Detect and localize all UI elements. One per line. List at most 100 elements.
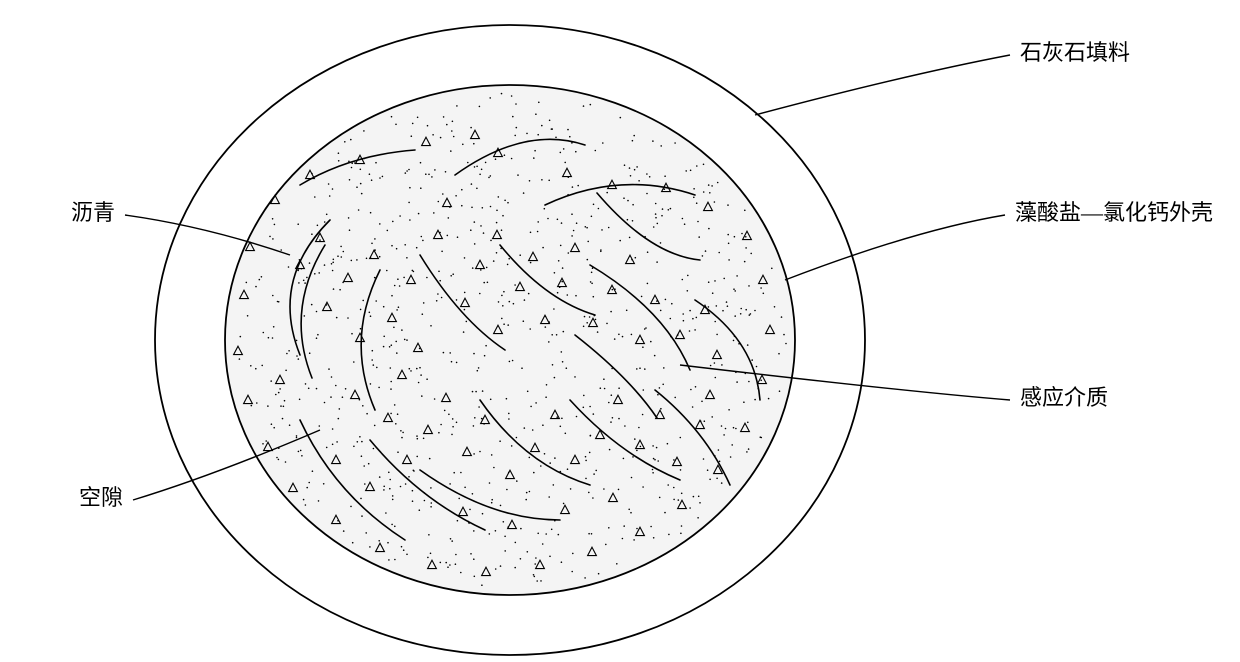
stipple-dot bbox=[740, 313, 742, 315]
stipple-dot bbox=[383, 336, 385, 338]
stipple-dot bbox=[572, 553, 574, 555]
stipple-dot bbox=[452, 418, 454, 420]
stipple-dot bbox=[553, 308, 555, 310]
stipple-dot bbox=[274, 224, 276, 226]
stipple-dot bbox=[535, 402, 537, 404]
stipple-dot bbox=[591, 283, 593, 285]
stipple-dot bbox=[318, 272, 320, 274]
stipple-dot bbox=[598, 573, 600, 575]
stipple-dot bbox=[416, 456, 418, 458]
stipple-dot bbox=[417, 117, 419, 119]
stipple-dot bbox=[474, 417, 476, 419]
stipple-dot bbox=[654, 459, 656, 461]
stipple-dot bbox=[426, 277, 428, 279]
stipple-dot bbox=[586, 227, 588, 229]
stipple-dot bbox=[484, 355, 486, 357]
stipple-dot bbox=[712, 292, 714, 294]
stipple-dot bbox=[395, 124, 397, 126]
stipple-dot bbox=[655, 203, 657, 205]
stipple-dot bbox=[564, 162, 566, 164]
stipple-dot bbox=[622, 336, 624, 338]
stipple-dot bbox=[586, 322, 588, 324]
stipple-dot bbox=[447, 566, 449, 568]
stipple-dot bbox=[453, 136, 455, 138]
stipple-dot bbox=[401, 437, 403, 439]
stipple-dot bbox=[298, 451, 300, 453]
stipple-dot bbox=[481, 169, 483, 171]
stipple-dot bbox=[483, 232, 485, 234]
stipple-dot bbox=[716, 305, 718, 307]
stipple-dot bbox=[638, 427, 640, 429]
stipple-dot bbox=[600, 387, 602, 389]
stipple-dot bbox=[382, 176, 384, 178]
stipple-dot bbox=[771, 268, 773, 270]
stipple-dot bbox=[653, 458, 655, 460]
stipple-dot bbox=[714, 280, 716, 282]
stipple-dot bbox=[680, 469, 682, 471]
stipple-dot bbox=[668, 534, 670, 536]
stipple-dot bbox=[396, 352, 398, 354]
stipple-dot bbox=[585, 456, 587, 458]
stipple-dot bbox=[326, 214, 328, 216]
stipple-dot bbox=[653, 537, 655, 539]
stipple-dot bbox=[554, 457, 556, 459]
stipple-dot bbox=[546, 384, 548, 386]
stipple-dot bbox=[534, 576, 536, 578]
stipple-dot bbox=[748, 381, 750, 383]
diagram-canvas: 石灰石填料藻酸盐—氯化钙外壳沥青空隙感应介质 bbox=[0, 0, 1240, 662]
stipple-dot bbox=[685, 170, 687, 172]
stipple-dot bbox=[671, 303, 673, 305]
stipple-dot bbox=[361, 193, 363, 195]
stipple-dot bbox=[496, 222, 498, 224]
stipple-dot bbox=[680, 437, 682, 439]
stipple-dot bbox=[450, 150, 452, 152]
stipple-dot bbox=[736, 381, 738, 383]
stipple-dot bbox=[481, 584, 483, 586]
stipple-dot bbox=[272, 238, 274, 240]
stipple-dot bbox=[362, 405, 364, 407]
stipple-dot bbox=[491, 499, 493, 501]
stipple-dot bbox=[545, 396, 547, 398]
stipple-dot bbox=[639, 367, 641, 369]
stipple-dot bbox=[703, 191, 705, 193]
stipple-dot bbox=[659, 497, 661, 499]
stipple-dot bbox=[703, 164, 705, 166]
stipple-dot bbox=[612, 417, 614, 419]
stipple-dot bbox=[609, 449, 611, 451]
stipple-dot bbox=[512, 360, 514, 362]
stipple-dot bbox=[525, 499, 527, 501]
stipple-dot bbox=[356, 186, 358, 188]
stipple-dot bbox=[482, 207, 484, 209]
stipple-dot bbox=[530, 262, 532, 264]
stipple-dot bbox=[480, 225, 482, 227]
stipple-dot bbox=[540, 465, 542, 467]
stipple-dot bbox=[709, 479, 711, 481]
stipple-dot bbox=[452, 426, 454, 428]
stipple-dot bbox=[331, 376, 333, 378]
stipple-dot bbox=[439, 280, 441, 282]
stipple-dot bbox=[506, 398, 508, 400]
stipple-dot bbox=[575, 295, 577, 297]
stipple-dot bbox=[527, 551, 529, 553]
stipple-dot bbox=[656, 261, 658, 263]
stipple-dot bbox=[306, 277, 308, 279]
stipple-dot bbox=[529, 491, 531, 493]
stipple-dot bbox=[572, 186, 574, 188]
stipple-dot bbox=[463, 331, 465, 333]
stipple-dot bbox=[682, 313, 684, 315]
stipple-dot bbox=[678, 499, 680, 501]
stipple-dot bbox=[584, 316, 586, 318]
stipple-dot bbox=[571, 235, 573, 237]
stipple-dot bbox=[444, 410, 446, 412]
stipple-dot bbox=[614, 338, 616, 340]
stipple-dot bbox=[721, 482, 723, 484]
stipple-dot bbox=[451, 434, 453, 436]
stipple-dot bbox=[501, 229, 503, 231]
stipple-dot bbox=[394, 285, 396, 287]
stipple-dot bbox=[597, 331, 599, 333]
stipple-dot bbox=[452, 121, 454, 123]
stipple-dot bbox=[305, 383, 307, 385]
stipple-dot bbox=[240, 336, 242, 338]
stipple-dot bbox=[472, 493, 474, 495]
stipple-dot bbox=[336, 441, 338, 443]
